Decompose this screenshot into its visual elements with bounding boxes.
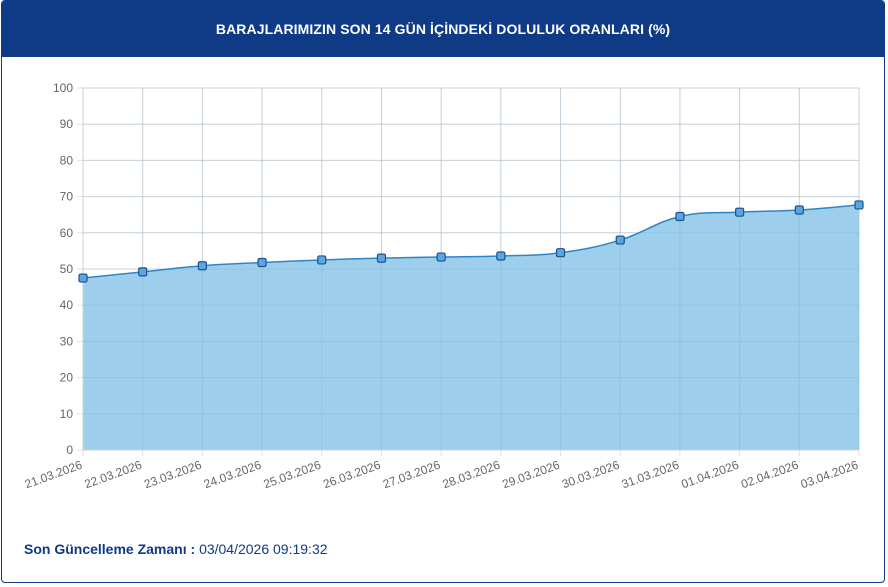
data-point [138, 267, 148, 277]
data-point [854, 200, 864, 210]
data-point [496, 251, 506, 261]
data-point [794, 205, 804, 215]
last-update-separator: : [190, 541, 196, 557]
x-tick-label: 31.03.2026 [620, 458, 682, 492]
y-tick-label: 50 [60, 262, 74, 276]
last-update-label: Son Güncelleme Zamanı [24, 541, 187, 557]
x-tick-label: 23.03.2026 [142, 458, 204, 492]
y-tick-label: 70 [60, 190, 74, 204]
data-point [78, 273, 88, 283]
x-tick-label: 24.03.2026 [202, 458, 264, 492]
data-point [197, 261, 207, 271]
last-update-value: 03/04/2026 09:19:32 [199, 541, 328, 557]
data-point [317, 255, 327, 265]
data-point [436, 252, 446, 262]
x-tick-label: 27.03.2026 [381, 458, 443, 492]
data-point [376, 253, 387, 263]
y-tick-label: 60 [60, 226, 74, 240]
x-tick-label: 25.03.2026 [262, 458, 324, 492]
x-tick-label: 03.04.2026 [799, 458, 861, 492]
data-point [735, 207, 745, 217]
x-tick-label: 28.03.2026 [441, 458, 503, 492]
y-tick-label: 90 [60, 117, 74, 131]
data-point [257, 257, 267, 268]
chart-header: BARAJLARIMIZIN SON 14 GÜN İÇİNDEKİ DOLUL… [2, 1, 884, 57]
y-tick-label: 80 [60, 153, 74, 167]
y-tick-label: 0 [66, 443, 73, 457]
data-point [675, 211, 685, 222]
series-area [83, 204, 859, 450]
x-tick-label: 01.04.2026 [679, 458, 741, 492]
x-tick-label: 30.03.2026 [560, 458, 622, 492]
x-tick-label: 22.03.2026 [82, 458, 144, 492]
data-point [555, 248, 566, 258]
last-update: Son Güncelleme Zamanı : 03/04/2026 09:19… [24, 541, 328, 557]
x-tick-label: 29.03.2026 [500, 458, 562, 492]
y-tick-label: 40 [60, 298, 74, 312]
series-line [82, 204, 860, 279]
x-tick-label: 21.03.2026 [23, 458, 85, 492]
y-tick-label: 10 [60, 407, 74, 421]
fill-rate-chart: 0 10 20 30 40 50 60 70 80 90 100 21.03.202622.03.20… [23, 81, 864, 492]
y-tick-label: 100 [53, 81, 73, 95]
x-tick-label: 26.03.2026 [321, 458, 383, 492]
y-tick-label: 30 [60, 334, 74, 348]
y-tick-label: 20 [60, 371, 74, 385]
x-tick-label: 02.04.2026 [739, 458, 801, 492]
chart-title: BARAJLARIMIZIN SON 14 GÜN İÇİNDEKİ DOLUL… [215, 21, 671, 37]
data-point [615, 235, 625, 245]
